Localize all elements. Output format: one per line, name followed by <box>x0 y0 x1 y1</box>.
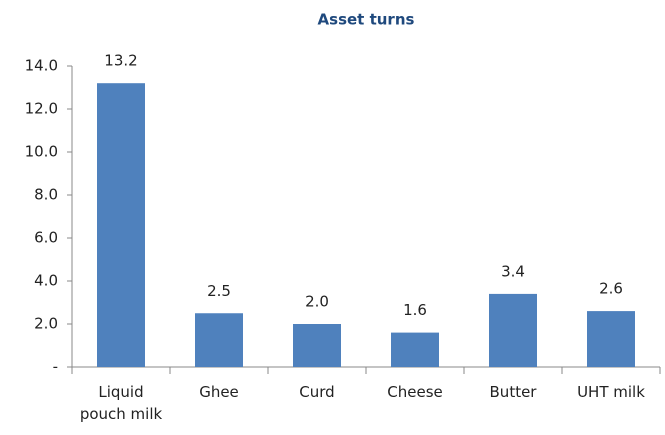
bar <box>97 83 145 367</box>
y-tick-label: 4.0 <box>34 272 58 290</box>
bar <box>489 293 537 367</box>
value-label: 2.5 <box>207 282 231 300</box>
x-tick-label: Cheese <box>387 383 443 401</box>
x-tick-label: Liquid pouch milk <box>79 383 163 423</box>
y-tick-label: - <box>53 358 58 376</box>
value-label: 13.2 <box>104 52 137 70</box>
value-label: 2.0 <box>305 293 329 311</box>
x-tick-label: Curd <box>299 383 335 401</box>
bar <box>293 324 341 367</box>
x-tick-label: Butter <box>489 383 537 401</box>
y-tick-label: 6.0 <box>34 229 58 247</box>
y-tick-label: 2.0 <box>34 315 58 333</box>
y-tick-label: 12.0 <box>25 100 58 118</box>
value-label: 2.6 <box>599 280 623 298</box>
y-tick-label: 8.0 <box>34 186 58 204</box>
value-label: 1.6 <box>403 301 427 319</box>
bar <box>587 311 635 367</box>
chart-title: Asset turns <box>318 11 415 29</box>
x-tick-label: UHT milk <box>577 383 645 401</box>
bar <box>391 332 439 367</box>
x-tick-label: Ghee <box>199 383 239 401</box>
bar <box>195 313 243 367</box>
y-tick-label: 10.0 <box>25 143 58 161</box>
y-tick-label: 14.0 <box>25 57 58 75</box>
value-label: 3.4 <box>501 262 525 280</box>
